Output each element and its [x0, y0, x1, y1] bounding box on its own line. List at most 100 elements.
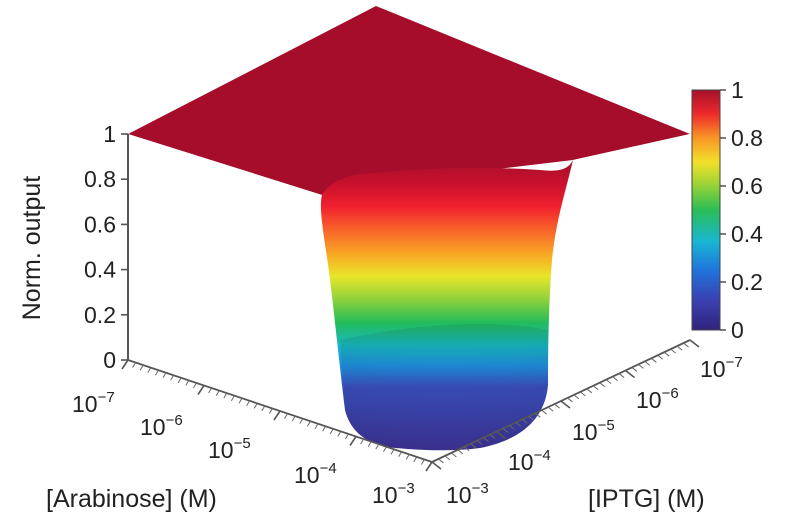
- z-tick-label: 0.6: [84, 211, 116, 237]
- y-minor-tick: [586, 388, 593, 394]
- x-minor-tick: [132, 362, 137, 368]
- y-minor-tick: [638, 364, 644, 369]
- x-minor-tick: [192, 382, 197, 389]
- y-minor-tick: [463, 446, 470, 452]
- y-tick-mark: [689, 339, 700, 348]
- y-minor-tick: [457, 449, 464, 455]
- surface-plateau: [128, 6, 690, 195]
- x-minor-tick: [344, 433, 349, 440]
- y-minor-tick: [580, 391, 586, 397]
- x-minor-tick: [284, 413, 289, 419]
- x-tick-label: 10−3: [372, 480, 415, 508]
- y-minor-tick: [547, 406, 554, 412]
- y-tick-label: 10−5: [572, 417, 615, 445]
- x-minor-tick: [329, 428, 334, 435]
- x-minor-tick: [360, 438, 365, 445]
- x-minor-tick: [261, 405, 266, 412]
- x-tick-mark: [349, 436, 357, 446]
- x-minor-tick: [322, 426, 327, 432]
- z-axis-label: Norm. output: [18, 176, 46, 321]
- y-minor-tick: [451, 452, 457, 458]
- x-tick-label: 10−5: [208, 435, 251, 463]
- x-axis-label: [Arabinose] (M): [46, 485, 217, 513]
- x-minor-tick: [147, 367, 152, 373]
- y-minor-tick: [670, 348, 676, 354]
- x-tick-label: 10−7: [72, 389, 115, 417]
- x-minor-tick: [215, 390, 220, 396]
- x-minor-tick: [208, 387, 213, 394]
- x-minor-tick: [268, 408, 273, 414]
- x-minor-tick: [382, 446, 387, 452]
- x-tick-label: 10−6: [140, 412, 183, 440]
- y-minor-tick: [618, 373, 625, 378]
- z-tick-label: 0.8: [84, 166, 116, 192]
- y-axis-label: [IPTG] (M): [588, 485, 705, 513]
- colorbar-tick-label: 0.6: [731, 173, 763, 199]
- x-minor-tick: [177, 377, 182, 384]
- y-minor-tick: [476, 440, 483, 446]
- x-tick-mark: [197, 385, 205, 395]
- y-minor-tick: [554, 403, 560, 409]
- y-minor-tick: [444, 455, 451, 461]
- y-tick-label: 10−6: [636, 385, 679, 413]
- y-minor-tick: [599, 382, 606, 388]
- x-minor-tick: [162, 372, 167, 379]
- y-minor-tick: [592, 385, 599, 391]
- y-tick-mark: [560, 400, 571, 409]
- y-tick-mark: [431, 461, 442, 470]
- colorbar-tick-label: 0.4: [731, 221, 763, 247]
- y-tick-label: 10−3: [446, 480, 489, 508]
- y-minor-tick: [541, 409, 547, 415]
- y-tick-label: 10−4: [508, 447, 551, 475]
- x-minor-tick: [238, 397, 243, 404]
- x-minor-tick: [185, 380, 190, 386]
- surface-right-face: [548, 134, 690, 380]
- y-minor-tick: [470, 443, 477, 449]
- colorbar: [691, 89, 721, 331]
- z-tick-label: 0.4: [84, 257, 116, 283]
- y-minor-tick: [528, 415, 535, 421]
- y-minor-tick: [489, 434, 496, 439]
- x-minor-tick: [367, 441, 372, 447]
- x-minor-tick: [246, 400, 251, 407]
- y-minor-tick: [567, 397, 573, 403]
- y-minor-tick: [612, 376, 618, 381]
- x-minor-tick: [337, 431, 342, 437]
- colorbar-tick-label: 1: [731, 77, 744, 103]
- y-tick-label: 10−7: [700, 354, 743, 382]
- y-minor-tick: [515, 421, 522, 427]
- x-minor-tick: [154, 369, 159, 376]
- y-minor-tick: [438, 458, 444, 464]
- z-tick-label: 0.2: [84, 302, 116, 328]
- x-minor-tick: [253, 403, 258, 409]
- y-minor-tick: [657, 354, 664, 360]
- x-minor-tick: [291, 415, 296, 422]
- x-minor-tick: [306, 420, 311, 427]
- y-minor-tick: [650, 357, 657, 363]
- x-minor-tick: [230, 395, 235, 401]
- y-minor-tick: [509, 425, 515, 430]
- y-minor-tick: [483, 437, 489, 442]
- y-minor-tick: [631, 367, 638, 372]
- x-tick-mark: [273, 410, 281, 421]
- x-minor-tick: [299, 418, 304, 424]
- y-minor-tick: [521, 418, 528, 424]
- y-minor-tick: [534, 412, 541, 418]
- y-minor-tick: [605, 379, 612, 385]
- colorbar-tick-label: 0.2: [731, 269, 763, 295]
- z-tick-label: 0: [103, 347, 116, 373]
- x-minor-tick: [420, 459, 425, 465]
- z-tick-label: 1: [103, 121, 116, 147]
- y-tick-mark: [496, 430, 506, 440]
- y-minor-tick: [573, 394, 580, 400]
- y-minor-tick: [663, 351, 670, 357]
- x-minor-tick: [170, 375, 175, 381]
- y-tick-mark: [625, 369, 635, 379]
- colorbar-tick-label: 0.8: [731, 125, 763, 151]
- x-minor-tick: [139, 364, 144, 371]
- y-minor-tick: [676, 345, 683, 351]
- x-tick-mark: [425, 461, 433, 472]
- x-minor-tick: [375, 443, 380, 450]
- x-tick-label: 10−4: [294, 460, 337, 488]
